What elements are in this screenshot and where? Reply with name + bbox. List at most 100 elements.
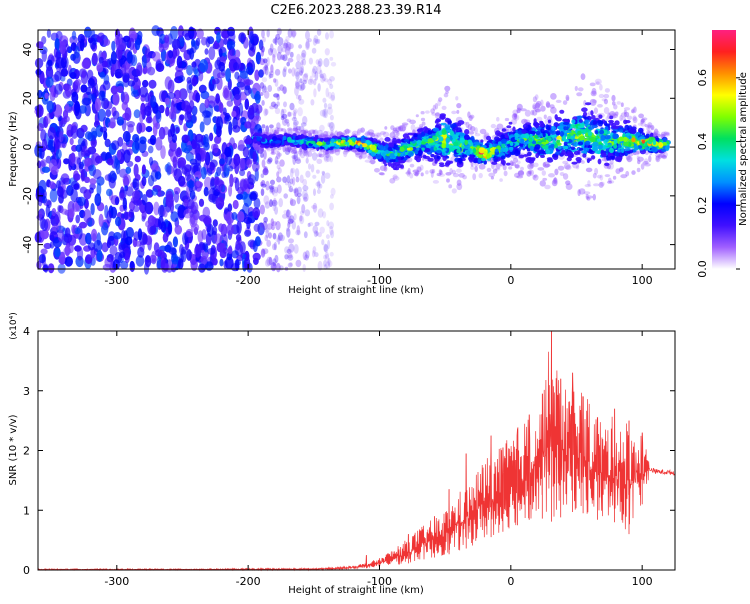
spectrogram-cell <box>89 178 97 185</box>
spectrogram-cell <box>101 242 109 253</box>
spectrogram-cell <box>323 244 329 253</box>
spectrogram-cell <box>385 143 389 150</box>
spectrogram-cell <box>261 77 268 83</box>
spectrogram-cell <box>134 38 141 51</box>
spectrogram-cell <box>216 116 224 131</box>
spectrogram-cell <box>185 145 193 152</box>
spectrogram-cell <box>92 169 102 180</box>
spectrogram-cell <box>282 176 288 183</box>
spectrogram-cell <box>618 129 624 133</box>
spectrogram-cell <box>114 196 120 206</box>
spectrogram-cell <box>469 154 474 161</box>
spectrogram-cell <box>389 178 396 184</box>
spectrogram-cell <box>320 132 325 138</box>
spectrogram-cell <box>327 257 331 266</box>
spectrogram-cell <box>34 58 44 69</box>
spectrogram-cell <box>41 166 51 173</box>
spectrogram-cell <box>160 145 166 160</box>
spectrogram-cell <box>233 153 241 167</box>
spectrogram-cell <box>272 128 277 134</box>
spectrogram-cell <box>583 191 591 195</box>
spectrogram-cell <box>607 180 613 184</box>
spectrogram-cell <box>227 246 233 255</box>
spectrogram-cell <box>615 168 621 175</box>
spectrogram-cell <box>303 231 308 239</box>
spectrogram-cell <box>296 195 301 205</box>
spectrogram-cell <box>83 189 92 200</box>
spectrogram-cell <box>516 108 522 113</box>
spectrogram-cell <box>289 102 295 111</box>
spectrogram-cell <box>108 231 116 242</box>
spectrogram-cell <box>620 102 624 107</box>
spectrogram-cell <box>580 129 587 133</box>
spectrogram-cell <box>314 71 319 81</box>
spectrogram-cell <box>565 94 570 101</box>
spectrogram-cell <box>87 242 96 251</box>
spectrogram-cell <box>110 206 118 219</box>
spectrogram-cell <box>543 114 547 120</box>
spectrogram-cell <box>280 128 287 132</box>
spectrogram-cell <box>171 133 177 143</box>
spectrogram-cell <box>283 86 287 95</box>
spectrogram-cell <box>163 209 168 218</box>
spectrogram-cell <box>159 33 166 44</box>
spectrogram-cell <box>309 147 317 152</box>
spectrogram-cell <box>201 229 207 240</box>
spectrogram-cell <box>329 114 334 121</box>
spectrogram-cell <box>121 64 127 75</box>
spectrogram-cell <box>223 164 230 176</box>
spectrogram-cell <box>295 229 301 236</box>
spectrogram-cell <box>456 183 463 191</box>
spectrogram-cell <box>640 118 646 123</box>
spectrogram-cell <box>617 156 622 163</box>
spectrogram-cell <box>293 244 299 254</box>
spectrogram-cell <box>245 66 254 75</box>
spectrogram-cell <box>551 134 557 138</box>
spectrogram-cell <box>181 166 188 175</box>
spectrogram-cell <box>300 83 306 90</box>
spectrogram-cell <box>200 166 207 180</box>
spectrogram-cell <box>277 184 282 194</box>
spectrogram-cell <box>474 127 478 135</box>
spectrogram-cell <box>284 118 290 124</box>
spectrogram-cell <box>277 45 283 54</box>
spectrogram-cell <box>305 30 310 40</box>
spectrogram-cell <box>373 134 379 140</box>
spectrogram-cell <box>228 121 233 136</box>
spectrogram-cell <box>339 132 346 136</box>
spectrogram-cell <box>260 188 265 196</box>
spectrogram-cell <box>282 108 287 114</box>
spectrogram-cell <box>384 163 388 167</box>
spectrogram-cell <box>330 229 335 239</box>
spectrogram-cell <box>102 80 111 91</box>
spectrogram-cell <box>51 224 60 232</box>
spectrogram-cell <box>307 222 311 228</box>
spectrogram-cell <box>99 71 106 79</box>
spectrogram-cell <box>311 152 318 161</box>
spectrogram-cell <box>284 254 289 260</box>
spectrogram-cell <box>156 255 162 269</box>
spectrogram-cell <box>151 251 157 263</box>
spectrogram-cell <box>287 221 291 229</box>
spectrogram-cell <box>318 58 323 67</box>
spectrogram-cell <box>663 152 668 157</box>
spectrogram-cell <box>46 100 54 113</box>
spectrogram-cell <box>291 31 296 39</box>
spectrogram-cell <box>644 124 648 128</box>
spectrogram-cell <box>508 146 514 151</box>
spectrogram-cell <box>158 90 167 102</box>
spectrogram-cell <box>470 126 476 132</box>
spectrogram-cell <box>275 237 279 243</box>
spectrogram-cell <box>392 176 400 181</box>
spectrogram-cell <box>203 186 209 197</box>
spectrogram-cell <box>111 172 118 182</box>
spectrogram-cell <box>365 137 372 141</box>
spectrogram-cell <box>223 90 233 101</box>
spectrogram-cell <box>360 127 365 133</box>
spectrogram-cell <box>435 118 441 123</box>
spectrogram-cell <box>294 188 299 197</box>
spectrogram-cell <box>392 174 398 180</box>
spectrogram-cell <box>71 91 79 104</box>
spectrogram-cell <box>490 123 497 129</box>
spectrogram-cell <box>43 242 52 250</box>
